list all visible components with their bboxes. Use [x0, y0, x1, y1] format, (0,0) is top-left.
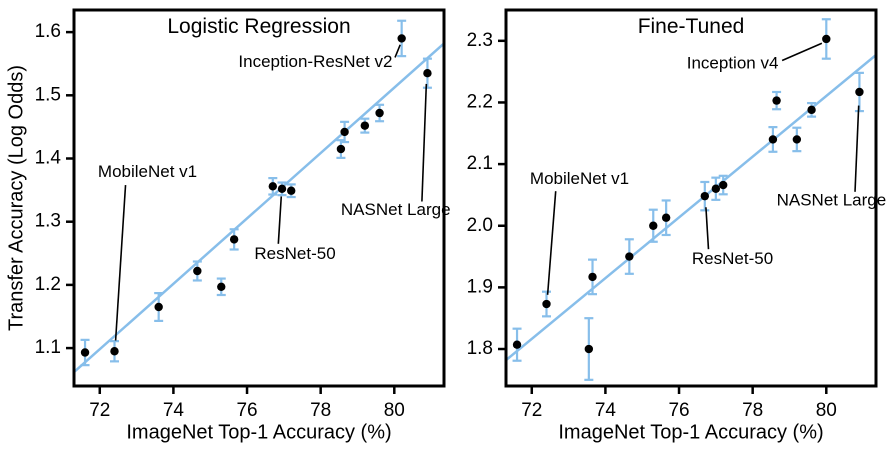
data-point	[217, 282, 226, 291]
annotation-label: NASNet Large	[341, 200, 451, 219]
x-tick-label: 76	[668, 400, 689, 421]
data-point	[287, 186, 296, 195]
data-point	[768, 135, 778, 144]
data-point	[649, 221, 658, 230]
data-point	[584, 344, 594, 354]
right-panel-title: Fine-Tuned	[637, 15, 745, 38]
x-tick-label: 72	[521, 400, 542, 421]
y-tick-label: 2.3	[467, 30, 493, 51]
data-point	[625, 252, 634, 261]
data-point	[268, 182, 278, 191]
data-point	[336, 144, 346, 154]
data-point	[719, 180, 728, 190]
data-point	[855, 87, 864, 97]
y-tick-label: 1.5	[35, 84, 61, 105]
left-x-axis-label: ImageNet Top-1 Accuracy (%)	[126, 421, 392, 444]
annotation-leader-line	[705, 207, 710, 250]
x-tick-label: 74	[595, 400, 617, 421]
y-tick-label: 2.2	[467, 91, 493, 112]
annotation-leader-line	[781, 42, 823, 62]
left-panel-title: Logistic Regression	[167, 15, 351, 38]
x-tick-label: 76	[236, 400, 257, 421]
data-point	[542, 299, 551, 309]
trend-line	[74, 42, 444, 374]
x-tick-label: 80	[384, 400, 405, 421]
data-point	[512, 340, 522, 349]
x-tick-label: 74	[163, 400, 185, 421]
data-point	[193, 266, 202, 276]
y-tick-label: 1.9	[467, 276, 493, 297]
annotation-leader-line	[114, 184, 127, 341]
y-tick-label: 1.6	[35, 21, 61, 42]
data-point	[229, 235, 239, 244]
annotation-leader-line	[421, 83, 428, 202]
y-tick-label: 2.0	[467, 215, 493, 236]
y-tick-label: 1.1	[35, 337, 61, 358]
data-point	[711, 184, 721, 193]
data-point	[588, 272, 597, 282]
annotation-leader-line	[277, 196, 283, 244]
data-point	[375, 108, 384, 118]
axes-frame	[72, 8, 446, 388]
annotation-label: ResNet-50	[692, 249, 773, 268]
y-tick-label: 1.3	[35, 211, 61, 232]
annotation-label: Inception-ResNet v2	[238, 52, 392, 71]
data-point	[110, 347, 119, 356]
y-axis-label: Transfer Accuracy (Log Odds)	[5, 64, 28, 332]
x-tick-label: 78	[310, 400, 331, 421]
data-point	[772, 96, 781, 105]
data-point	[807, 105, 816, 115]
data-point	[277, 184, 287, 194]
data-point	[154, 302, 163, 312]
data-point	[80, 348, 90, 357]
data-point	[822, 34, 831, 44]
y-tick-label: 1.2	[35, 274, 61, 295]
right-x-axis-label: ImageNet Top-1 Accuracy (%)	[558, 421, 824, 444]
annotation-leader-line	[546, 191, 557, 295]
data-point	[340, 127, 349, 137]
annotation-leader-line	[854, 105, 860, 192]
annotation-label: NASNet Large	[777, 191, 887, 210]
data-point	[423, 68, 432, 78]
y-tick-label: 1.8	[467, 338, 493, 359]
x-tick-label: 80	[816, 400, 837, 421]
y-tick-label: 2.1	[467, 153, 493, 174]
data-point	[661, 213, 671, 222]
annotation-label: MobileNet v1	[98, 162, 197, 181]
y-tick-label: 1.4	[35, 148, 62, 169]
data-point	[700, 191, 710, 201]
annotation-label: ResNet-50	[254, 244, 335, 263]
x-tick-label: 78	[742, 400, 763, 421]
data-point	[360, 121, 370, 130]
data-point	[397, 34, 406, 43]
annotation-label: Inception v4	[687, 54, 779, 73]
axes-frame	[504, 8, 878, 388]
annotation-leader-line	[394, 44, 401, 58]
data-point	[792, 135, 802, 144]
trend-line	[506, 54, 876, 362]
annotation-label: MobileNet v1	[530, 169, 629, 188]
x-tick-label: 72	[89, 400, 110, 421]
